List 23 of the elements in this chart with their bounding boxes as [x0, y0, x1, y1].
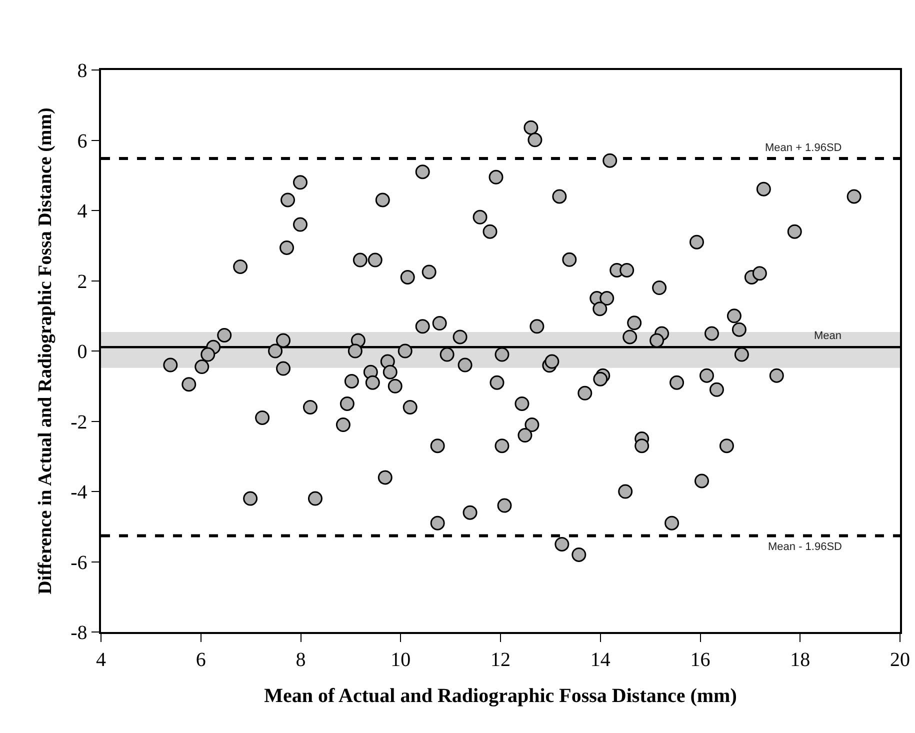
- x-axis-title: Mean of Actual and Radiographic Fossa Distance (mm): [264, 684, 737, 707]
- ref-line-label: Mean: [814, 330, 842, 342]
- x-tick-label: 4: [96, 648, 106, 671]
- y-tick-label: -6: [70, 552, 88, 574]
- y-tick-label: -8: [70, 622, 88, 644]
- y-tick-label: 2: [77, 270, 88, 293]
- x-tick-label: 10: [390, 648, 411, 671]
- y-tick-label: -4: [70, 482, 88, 504]
- y-tick-label: 0: [77, 341, 88, 363]
- x-tick-label: 16: [690, 648, 710, 671]
- ref-line-label: Mean + 1.96SD: [765, 142, 842, 154]
- y-tick-label: 4: [77, 200, 88, 222]
- ref-line-label: Mean - 1.96SD: [768, 541, 842, 553]
- y-tick-label: -2: [70, 411, 88, 434]
- x-tick-label: 18: [790, 648, 810, 671]
- x-tick-label: 8: [296, 648, 306, 671]
- y-tick-label: 8: [77, 60, 88, 82]
- x-tick-label: 12: [490, 648, 510, 671]
- x-tick-label: 6: [196, 648, 206, 671]
- y-axis-title: Difference in Actual and Radiographic Fossa Distance (mm): [34, 108, 56, 594]
- x-tick-label: 20: [890, 648, 910, 671]
- y-tick-label: 6: [77, 130, 88, 152]
- x-tick-label: 14: [590, 648, 610, 671]
